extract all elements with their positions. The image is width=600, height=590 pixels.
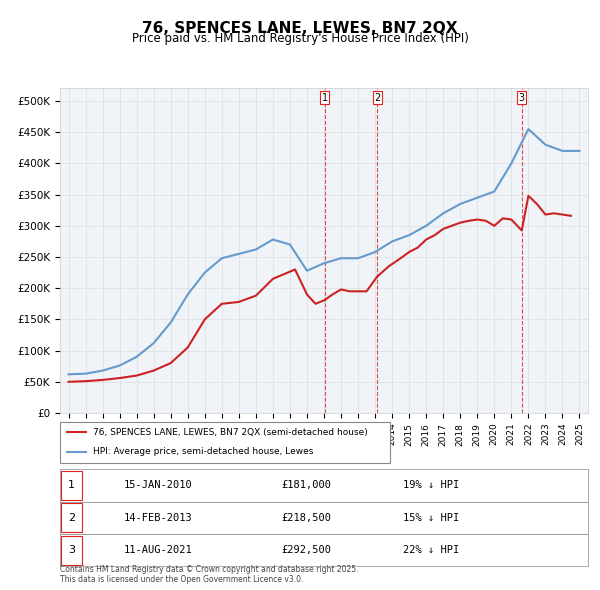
FancyBboxPatch shape xyxy=(60,422,390,463)
Text: 15-JAN-2010: 15-JAN-2010 xyxy=(124,480,192,490)
Text: 22% ↓ HPI: 22% ↓ HPI xyxy=(403,545,460,555)
Text: 11-AUG-2021: 11-AUG-2021 xyxy=(124,545,192,555)
Text: 2: 2 xyxy=(68,513,75,523)
Text: 15% ↓ HPI: 15% ↓ HPI xyxy=(403,513,460,523)
FancyBboxPatch shape xyxy=(61,536,82,565)
FancyBboxPatch shape xyxy=(61,471,82,500)
Text: Contains HM Land Registry data © Crown copyright and database right 2025.
This d: Contains HM Land Registry data © Crown c… xyxy=(60,565,359,584)
Text: 19% ↓ HPI: 19% ↓ HPI xyxy=(403,480,460,490)
Text: 3: 3 xyxy=(518,93,525,103)
Text: HPI: Average price, semi-detached house, Lewes: HPI: Average price, semi-detached house,… xyxy=(93,447,313,456)
Text: 3: 3 xyxy=(68,545,75,555)
Text: £181,000: £181,000 xyxy=(282,480,332,490)
Text: £218,500: £218,500 xyxy=(282,513,332,523)
Text: 2: 2 xyxy=(374,93,380,103)
Text: 1: 1 xyxy=(68,480,75,490)
Text: 14-FEB-2013: 14-FEB-2013 xyxy=(124,513,192,523)
Text: 76, SPENCES LANE, LEWES, BN7 2QX (semi-detached house): 76, SPENCES LANE, LEWES, BN7 2QX (semi-d… xyxy=(93,428,368,437)
Text: 76, SPENCES LANE, LEWES, BN7 2QX: 76, SPENCES LANE, LEWES, BN7 2QX xyxy=(142,21,458,35)
FancyBboxPatch shape xyxy=(60,534,588,566)
Text: Price paid vs. HM Land Registry's House Price Index (HPI): Price paid vs. HM Land Registry's House … xyxy=(131,32,469,45)
FancyBboxPatch shape xyxy=(61,503,82,532)
FancyBboxPatch shape xyxy=(60,502,588,534)
Text: £292,500: £292,500 xyxy=(282,545,332,555)
FancyBboxPatch shape xyxy=(60,469,588,502)
Text: 1: 1 xyxy=(322,93,328,103)
